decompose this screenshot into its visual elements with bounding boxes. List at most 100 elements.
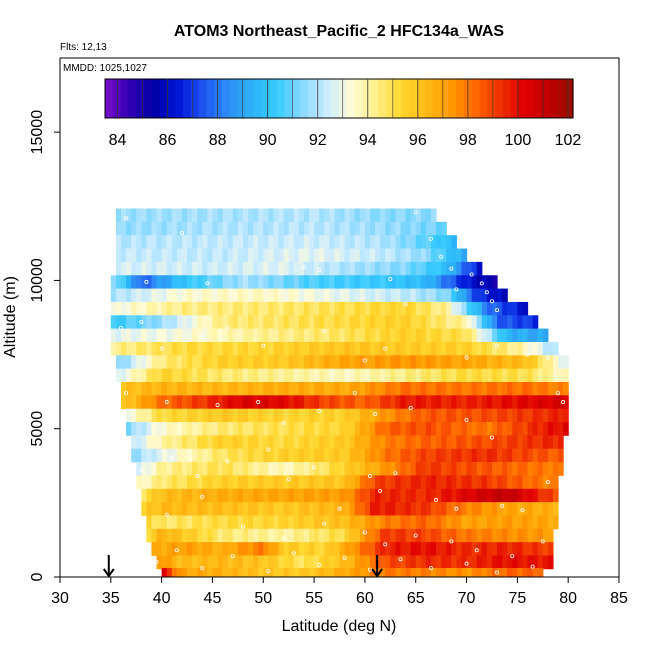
- sample-point: [383, 542, 388, 547]
- heatmap-cell: [517, 515, 524, 530]
- heatmap-cell: [415, 248, 422, 263]
- sample-point: [256, 400, 261, 405]
- heatmap-cell: [176, 462, 183, 476]
- heatmap-cell: [395, 515, 402, 530]
- heatmap-cell: [537, 528, 544, 543]
- heatmap-cell: [176, 528, 183, 543]
- heatmap-cell: [517, 382, 524, 396]
- heatmap-cell: [141, 395, 147, 410]
- heatmap-cell: [303, 355, 310, 370]
- heatmap-cell: [461, 542, 468, 556]
- heatmap-cell: [481, 395, 488, 410]
- heatmap-cell: [166, 382, 173, 396]
- heatmap-cell: [146, 502, 153, 516]
- heatmap-cell: [324, 567, 330, 578]
- heatmap-cell: [400, 408, 407, 423]
- heatmap-cell: [410, 567, 417, 578]
- heatmap-cell: [161, 235, 168, 249]
- heatmap-cell: [400, 395, 407, 410]
- heatmap-cell: [156, 528, 163, 543]
- heatmap-cell: [242, 408, 249, 423]
- heatmap-cell: [222, 408, 229, 423]
- heatmap-cell: [532, 515, 539, 530]
- heatmap-cell: [166, 275, 173, 289]
- heatmap-cell: [552, 448, 559, 463]
- heatmap-cell: [207, 567, 214, 578]
- heatmap-cell: [395, 567, 402, 578]
- heatmap-cell: [537, 542, 544, 556]
- heatmap-cell: [156, 448, 163, 463]
- heatmap-cell: [222, 382, 229, 396]
- heatmap-cell: [202, 555, 208, 570]
- heatmap-cell: [415, 341, 422, 356]
- heatmap-cell: [410, 555, 417, 570]
- heatmap-cell: [212, 315, 219, 330]
- heatmap-cell: [136, 275, 142, 289]
- heatmap-cell: [512, 488, 518, 503]
- heatmap-cell: [344, 515, 351, 530]
- heatmap-cell: [161, 248, 168, 263]
- heatmap-cell: [298, 567, 305, 578]
- heatmap-cell: [512, 315, 518, 330]
- heatmap-cell: [354, 462, 361, 476]
- heatmap-cell: [171, 382, 178, 396]
- colorbar-swatch: [417, 79, 426, 118]
- heatmap-cell: [558, 382, 564, 396]
- heatmap-cell: [166, 261, 173, 276]
- colorbar-swatch: [190, 79, 200, 118]
- heatmap-cell: [197, 395, 203, 410]
- heatmap-cell: [227, 355, 234, 370]
- heatmap-cell: [278, 221, 285, 236]
- heatmap-cell: [334, 221, 341, 236]
- heatmap-cell: [273, 208, 280, 223]
- sample-point: [367, 474, 372, 479]
- heatmap-cell: [126, 395, 132, 410]
- heatmap-cell: [141, 221, 147, 236]
- heatmap-cell: [471, 301, 478, 316]
- heatmap-cell: [268, 368, 275, 383]
- heatmap-cell: [369, 221, 376, 236]
- heatmap-cell: [268, 341, 275, 356]
- heatmap-cell: [207, 488, 214, 503]
- heatmap-cell: [176, 328, 183, 343]
- heatmap-cell: [126, 368, 132, 383]
- heatmap-cell: [329, 395, 336, 410]
- heatmap-cell: [425, 567, 432, 578]
- heatmap-cell: [359, 422, 366, 436]
- heatmap-cell: [146, 515, 153, 530]
- heatmap-cell: [522, 567, 529, 578]
- heatmap-cell: [207, 315, 214, 330]
- heatmap-cell: [425, 355, 432, 370]
- heatmap-cell: [339, 395, 346, 410]
- heatmap-cell: [192, 567, 198, 578]
- heatmap-cell: [425, 301, 432, 316]
- heatmap-cell: [161, 315, 168, 330]
- heatmap-cell: [415, 475, 422, 490]
- heatmap-cell: [176, 515, 183, 530]
- heatmap-cell: [278, 555, 285, 570]
- heatmap-cell: [334, 288, 341, 303]
- x-tick-label: 35: [102, 590, 120, 607]
- heatmap-cell: [339, 462, 346, 476]
- heatmap-cell: [395, 328, 402, 343]
- heatmap-cell: [288, 422, 295, 436]
- heatmap-cell: [126, 355, 132, 370]
- heatmap-cell: [319, 395, 325, 410]
- heatmap-cell: [146, 288, 153, 303]
- heatmap-cell: [354, 395, 361, 410]
- heatmap-cell: [466, 408, 473, 423]
- heatmap-cell: [364, 422, 371, 436]
- heatmap-cell: [181, 502, 188, 516]
- heatmap-cell: [461, 301, 468, 316]
- heatmap-cell: [410, 235, 417, 249]
- heatmap-cell: [298, 435, 305, 450]
- heatmap-cell: [309, 395, 315, 410]
- heatmap-cell: [319, 341, 325, 356]
- heatmap-cell: [293, 315, 300, 330]
- heatmap-cell: [242, 341, 249, 356]
- heatmap-cell: [258, 475, 264, 490]
- heatmap-cell: [126, 328, 132, 343]
- heatmap-cell: [283, 301, 290, 316]
- heatmap-cell: [181, 395, 188, 410]
- colorbar-swatch: [565, 79, 574, 118]
